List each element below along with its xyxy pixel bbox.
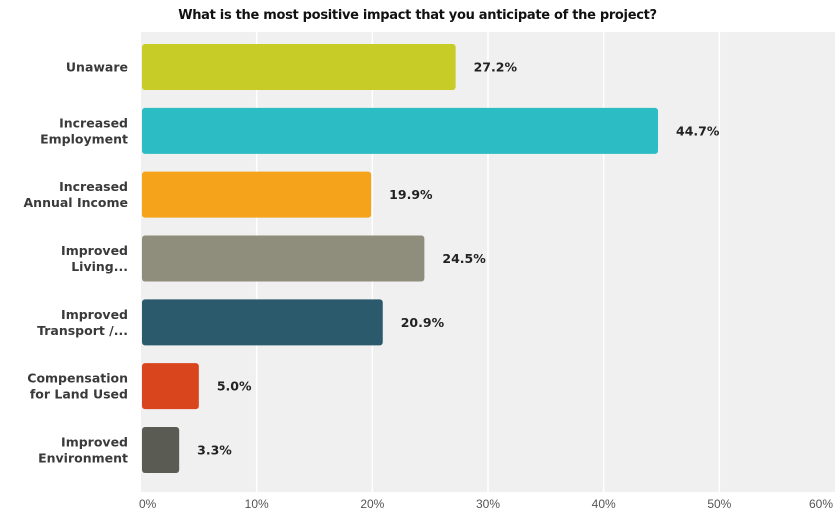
value-labels: 27.2% 44.7% 19.9% 24.5% 20.9% 5.0% 3.3% [197,60,720,458]
category-label: Improved Transport /... [37,307,128,338]
bar [142,107,659,154]
x-tick-label: 30% [476,497,500,511]
category-label: Improved Environment [38,435,128,466]
x-tick-label: 40% [592,497,616,511]
data-label: 44.7% [676,123,720,138]
plot-area-left-band [0,32,141,492]
data-label: 19.9% [389,187,433,202]
data-label: 24.5% [442,251,486,266]
data-label: 20.9% [401,315,445,330]
bars [142,44,659,473]
category-label: Unaware [66,60,128,75]
x-tick-label: 50% [707,497,731,511]
x-tick-label: 10% [245,497,269,511]
bar [142,427,180,473]
chart-title: What is the most positive impact that yo… [178,8,657,23]
category-label: Compensation for Land Used [27,371,128,402]
category-labels: Unaware Increased Employment Increased Annua… [24,60,129,466]
bar [142,299,383,346]
category-label: Improved Living... [61,243,128,274]
x-tick-label: 0% [139,497,157,511]
x-axis-tick-labels: 0% 10% 20% 30% 40% 50% 60% [139,497,833,511]
data-label: 5.0% [217,379,252,394]
bar [142,235,425,282]
bar [142,171,372,218]
bar [142,363,199,410]
category-label: Increased Annual Income [24,179,129,210]
bar [142,44,456,90]
x-tick-label: 20% [360,497,384,511]
x-tick-label: 60% [809,497,833,511]
data-label: 3.3% [197,443,232,458]
category-label: Increased Employment [40,115,128,146]
data-label: 27.2% [474,60,518,75]
